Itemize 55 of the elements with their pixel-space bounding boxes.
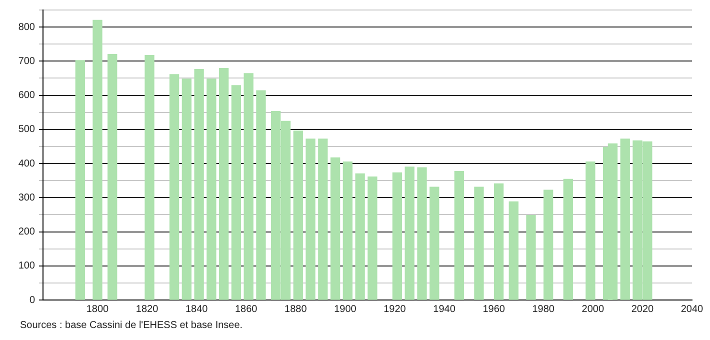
x-tick-label: 2040 [680, 304, 704, 315]
bar [306, 138, 316, 300]
source-note: Sources : base Cassini de l'EHESS et base Insee. [20, 320, 243, 331]
bar [231, 85, 242, 300]
bar [219, 68, 229, 300]
bar [620, 138, 630, 300]
y-tick-label: 400 [18, 158, 36, 170]
bar [355, 173, 365, 300]
y-tick-label: 300 [18, 192, 36, 204]
x-tick-label: 2020 [631, 304, 654, 315]
bar [75, 60, 85, 300]
bar [318, 138, 328, 300]
x-tick-label: 1940 [433, 304, 456, 315]
y-tick-label: 100 [18, 260, 36, 272]
bar [494, 183, 504, 300]
bar [330, 157, 340, 300]
y-tick-label: 800 [18, 22, 36, 33]
bar [454, 171, 464, 300]
x-tick-label: 1840 [185, 304, 208, 315]
bar [144, 55, 154, 300]
y-tick-label: 200 [18, 226, 36, 238]
bar [108, 54, 118, 300]
bar [293, 130, 303, 300]
x-tick-label: 1880 [284, 304, 308, 315]
bar [392, 172, 402, 300]
y-tick-label: 500 [18, 124, 36, 136]
y-tick-label: 700 [18, 56, 36, 67]
bar [417, 167, 427, 300]
bar [526, 215, 536, 300]
bar [169, 74, 180, 300]
y-tick-label: 0 [29, 294, 36, 306]
bar [563, 178, 573, 300]
x-tick-label: 1920 [384, 304, 406, 315]
bar [474, 186, 484, 300]
x-tick-label: 2000 [582, 304, 604, 315]
bar [256, 90, 266, 300]
bar [182, 78, 192, 300]
bar [430, 186, 440, 300]
bar [368, 176, 378, 300]
bar [404, 166, 414, 300]
x-tick-label: 1820 [136, 304, 159, 315]
bar [544, 190, 554, 300]
bar [206, 78, 216, 300]
x-tick-label: 1960 [482, 304, 506, 315]
bar [586, 161, 596, 300]
bar [194, 69, 204, 300]
y-tick-label: 600 [18, 90, 36, 102]
x-tick-label: 1800 [86, 304, 110, 315]
x-tick-label: 1900 [334, 304, 357, 315]
x-tick-label: 1980 [532, 304, 555, 315]
x-tick-label: 1860 [234, 304, 258, 315]
bar [244, 73, 254, 300]
bar [508, 201, 518, 300]
bar [92, 20, 102, 300]
bar [342, 161, 353, 300]
